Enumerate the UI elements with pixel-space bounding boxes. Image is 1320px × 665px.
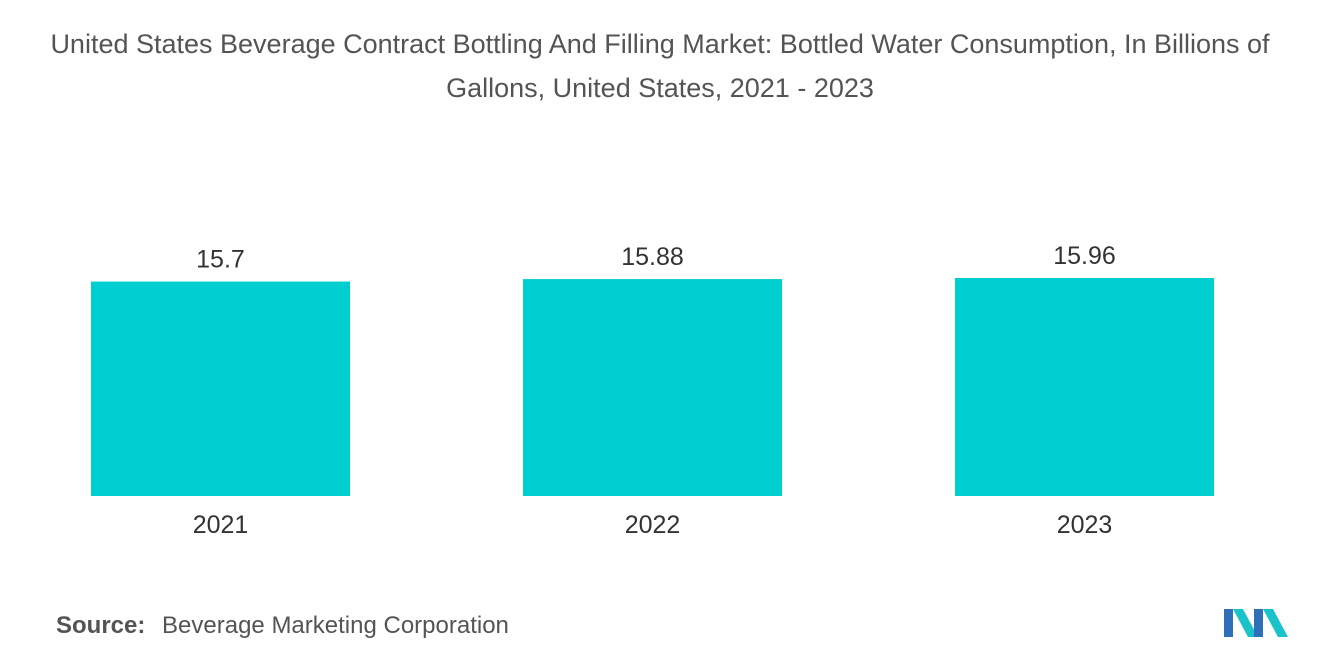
- logo-left-bar: [1224, 609, 1233, 637]
- x-tick-label-2021: 2021: [193, 511, 249, 539]
- chart-title: United States Beverage Contract Bottling…: [50, 29, 1270, 103]
- bar-chart: 15.7 2021 15.88 2022 15.96 2023: [91, 242, 1214, 539]
- logo-right-diagonal: [1263, 609, 1288, 637]
- logo-middle-bar: [1254, 609, 1263, 637]
- source-text: Beverage Marketing Corporation: [162, 612, 509, 639]
- mordor-intelligence-logo-icon: [1224, 609, 1288, 637]
- logo-left-diagonal: [1233, 609, 1258, 637]
- bar-2021: [91, 281, 350, 496]
- bar-2023: [955, 278, 1214, 496]
- data-label-2023: 15.96: [1053, 242, 1116, 270]
- data-label-2022: 15.88: [621, 243, 684, 271]
- source-line: Source: Beverage Marketing Corporation: [56, 612, 509, 640]
- data-label-2021: 15.7: [196, 246, 245, 274]
- x-tick-label-2022: 2022: [625, 511, 681, 539]
- x-tick-label-2023: 2023: [1057, 511, 1113, 539]
- source-label: Source:: [56, 612, 146, 639]
- bar-2022: [523, 279, 782, 496]
- bars-group: 15.7 2021 15.88 2022 15.96 2023: [91, 242, 1214, 539]
